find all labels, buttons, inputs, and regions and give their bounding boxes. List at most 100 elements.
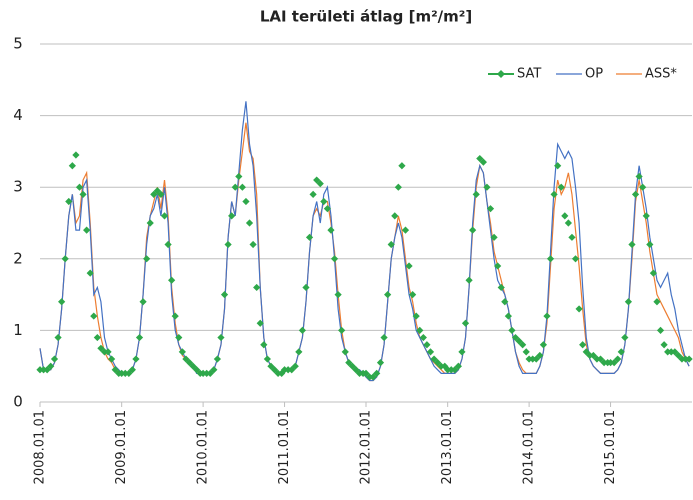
point: [305, 233, 314, 241]
point: [646, 240, 654, 249]
point: [384, 291, 392, 299]
point: [536, 351, 544, 360]
point: [546, 255, 555, 263]
point: [582, 348, 590, 356]
point: [323, 205, 331, 213]
point: [217, 333, 225, 342]
point: [398, 162, 406, 170]
point: [628, 240, 636, 249]
point: [220, 291, 229, 299]
point: [458, 348, 466, 356]
point: [238, 183, 246, 191]
point: [178, 348, 186, 356]
point: [376, 359, 385, 367]
point: [128, 366, 136, 374]
point: [330, 255, 339, 263]
legend-label: ASS*: [645, 67, 677, 82]
point: [175, 333, 183, 342]
point: [160, 212, 169, 220]
point: [564, 219, 572, 227]
series-line: [39, 122, 690, 382]
point: [409, 291, 417, 299]
point: [93, 333, 101, 342]
point: [224, 240, 232, 249]
point: [334, 291, 342, 299]
point: [79, 190, 87, 198]
point: [554, 162, 562, 170]
point: [579, 341, 587, 349]
point: [543, 312, 551, 320]
point: [621, 333, 629, 342]
point: [614, 355, 622, 363]
point: [65, 197, 73, 206]
point: [75, 183, 84, 191]
point: [486, 205, 495, 213]
point: [501, 298, 509, 306]
point: [111, 366, 119, 374]
point: [419, 333, 427, 342]
point: [642, 212, 650, 220]
point: [86, 269, 94, 277]
point: [610, 359, 618, 367]
point: [348, 362, 356, 370]
y-tick-label: 3: [13, 178, 23, 196]
x-tick-label: 2009.01.01: [114, 410, 129, 484]
point: [571, 255, 580, 263]
point: [104, 348, 112, 356]
point: [267, 362, 275, 370]
point: [674, 351, 682, 360]
point: [139, 298, 147, 306]
point: [302, 283, 310, 292]
point: [213, 355, 221, 363]
point: [291, 362, 299, 370]
point: [260, 341, 268, 349]
point: [245, 219, 254, 227]
point: [539, 341, 547, 349]
point: [494, 262, 502, 270]
point: [624, 298, 633, 306]
x-tick-label: 2012.01.01: [359, 410, 374, 484]
point: [416, 326, 424, 334]
point: [401, 226, 410, 234]
point: [143, 255, 151, 263]
x-tick-label: 2011.01.01: [277, 410, 292, 484]
y-tick-label: 4: [13, 106, 23, 124]
point: [575, 305, 583, 313]
point: [497, 283, 505, 292]
point: [387, 240, 395, 249]
point: [263, 355, 271, 363]
point: [373, 369, 381, 377]
point: [146, 219, 154, 227]
point: [380, 333, 388, 342]
x-tick-label: 2010.01.01: [196, 410, 211, 484]
point: [210, 366, 218, 374]
point: [617, 348, 625, 356]
legend-marker: [497, 70, 505, 78]
point: [83, 226, 91, 234]
point: [490, 233, 498, 241]
point: [532, 355, 540, 363]
point: [108, 355, 116, 363]
point: [472, 190, 480, 198]
point: [671, 348, 679, 356]
point: [47, 362, 55, 370]
point: [454, 362, 462, 370]
point: [309, 190, 317, 198]
point: [193, 366, 201, 374]
x-tick-label: 2008.01.01: [33, 410, 48, 484]
point: [58, 298, 66, 306]
point: [649, 269, 657, 277]
point: [522, 348, 530, 356]
point: [508, 326, 516, 334]
point: [132, 355, 140, 363]
point: [660, 341, 668, 349]
point: [228, 212, 236, 220]
point: [550, 190, 558, 198]
point: [171, 312, 179, 320]
point: [295, 348, 303, 356]
point: [242, 197, 250, 206]
point: [50, 355, 59, 363]
legend-label: SAT: [517, 67, 541, 82]
point: [327, 226, 335, 234]
